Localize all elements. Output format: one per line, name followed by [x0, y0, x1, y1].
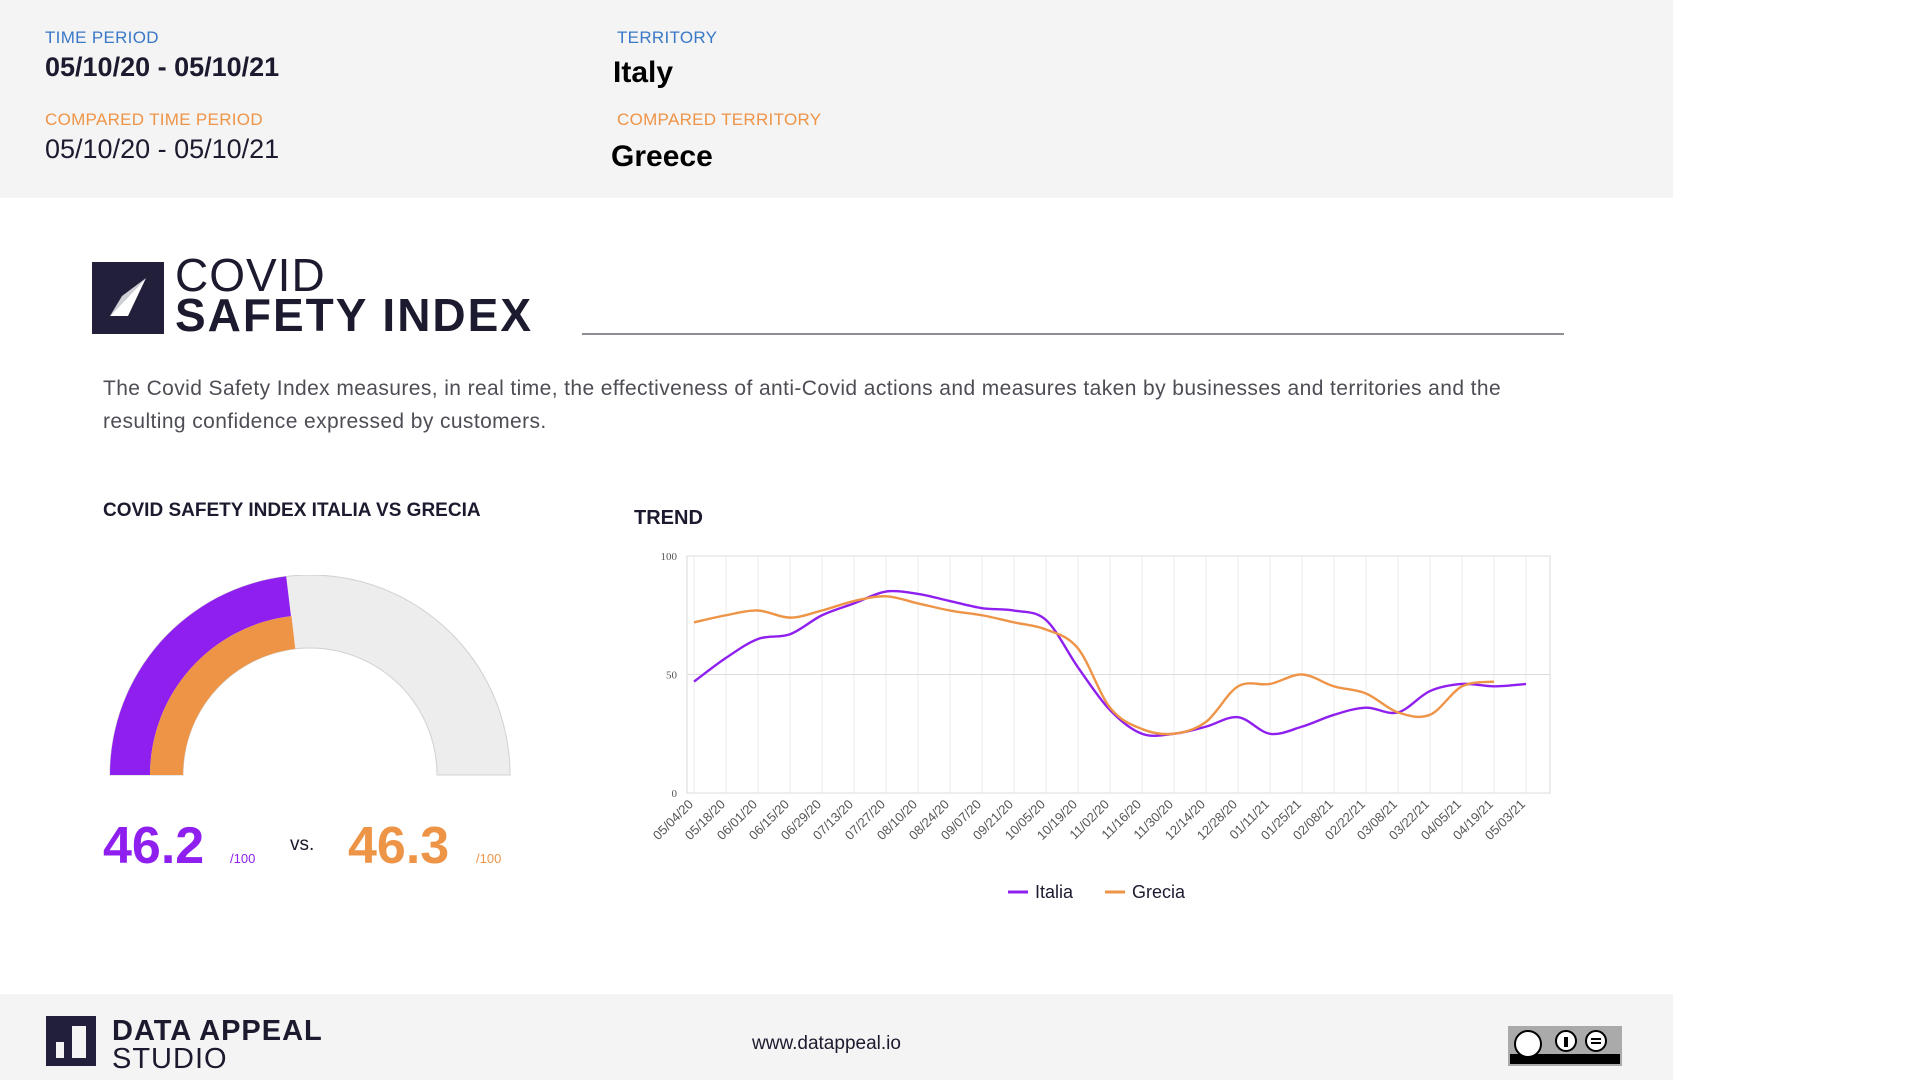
y-tick-label: 100: [661, 551, 678, 563]
header-band: [0, 0, 1673, 198]
logo-title-line1: COVID: [175, 249, 326, 301]
time-period-value: 05/10/20 - 05/10/21: [45, 52, 280, 82]
y-tick-label: 0: [672, 788, 678, 800]
gauge-title: COVID SAFETY INDEX ITALIA VS GRECIA: [103, 500, 481, 521]
gauge-arc-italia: [110, 576, 291, 775]
compass-icon: [110, 278, 146, 316]
score-italia: 46.2: [103, 817, 205, 875]
series-line-grecia: [693, 595, 1495, 736]
logo-title-line2: SAFETY INDEX: [175, 289, 533, 341]
compared-territory-label: COMPARED TERRITORY: [617, 110, 822, 129]
compared-time-period-value: 05/10/20 - 05/10/21: [45, 134, 280, 164]
territory-value: Italy: [613, 56, 674, 89]
score-grecia-unit: /100: [476, 851, 502, 866]
brand-name-line1: DATA APPEAL: [112, 1015, 323, 1047]
description-text: The Covid Safety Index measures, in real…: [103, 377, 1502, 433]
legend-label: Italia: [1035, 882, 1074, 902]
chart-lines: [693, 589, 1527, 737]
cc-by-nd-icon[interactable]: [1508, 1026, 1622, 1066]
score-italia-unit: /100: [230, 851, 256, 866]
chart-legend[interactable]: Italia Grecia: [1008, 882, 1186, 902]
gauge-chart: [109, 575, 511, 776]
website-link[interactable]: www.datappeal.io: [752, 1033, 901, 1054]
footer-band: [0, 994, 1673, 1080]
compared-time-period-label: COMPARED TIME PERIOD: [45, 110, 263, 129]
legend-label: Grecia: [1132, 882, 1186, 902]
brand-name-line2: STUDIO: [112, 1043, 228, 1075]
time-period-label: TIME PERIOD: [45, 28, 159, 47]
vs-label: vs.: [290, 834, 315, 855]
covid-logo-icon: [92, 262, 164, 334]
trend-chart: 0 50 100 05/04/2005/18/2006/01/2006/15/200…: [650, 551, 1551, 902]
x-axis-ticks: 05/04/2005/18/2006/01/2006/15/2006/29/20…: [650, 797, 1528, 843]
y-tick-label: 50: [666, 670, 678, 682]
y-axis-ticks: 0 50 100: [661, 551, 678, 800]
series-line-italia: [693, 589, 1527, 737]
trend-title: TREND: [634, 507, 703, 529]
legend-item-grecia[interactable]: Grecia: [1105, 882, 1186, 902]
gauge-arc-grecia: [150, 616, 296, 775]
license-badge-icon: [1510, 1028, 1620, 1058]
data-appeal-logo-icon: [46, 1016, 96, 1066]
compared-territory-value: Greece: [611, 140, 713, 173]
territory-label: TERRITORY: [617, 28, 718, 47]
chart-grid: [686, 555, 1551, 794]
legend-item-italia[interactable]: Italia: [1008, 882, 1074, 902]
score-grecia: 46.3: [348, 817, 450, 875]
title-divider: [582, 333, 1564, 335]
